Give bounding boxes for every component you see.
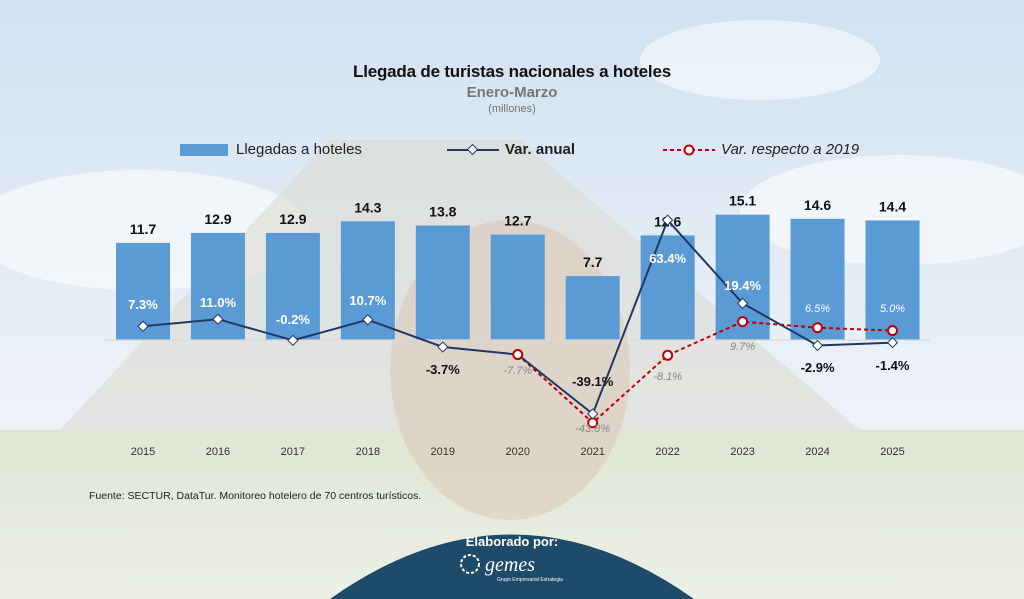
x-tick-label: 2023 [730,446,754,458]
vs2019-value-label: 5.0% [880,303,905,315]
bar [565,276,620,340]
chart-plot: 11.712.912.914.313.812.77.712.615.114.61… [103,193,930,458]
vs2019-value-label: 6.5% [805,303,830,315]
point-vs2019 [887,325,898,337]
bar [265,232,320,340]
point-vs2019 [662,349,674,361]
anual-value-label: 11.0% [200,295,237,310]
point-anual [362,314,374,326]
footer-banner [330,534,694,599]
legend-anual: Var. anual [447,141,575,158]
bar-value-label: 15.1 [729,193,756,209]
vs2019-value-label: -8.1% [653,371,682,383]
bar-value-label: 7.7 [583,254,603,270]
point-anual [886,336,899,349]
point-vs2019 [512,349,524,361]
x-tick-label: 2016 [206,446,230,458]
point-anual [736,297,749,309]
bar-value-label: 12.7 [504,213,531,229]
legend-anual-label: Var. anual [505,141,576,158]
vs2019-value-label: -43.8% [575,423,610,435]
source-note: Fuente: SECTUR, DataTur. Monitoreo hotel… [89,490,422,502]
x-tick-label: 2019 [431,446,455,458]
bar-value-label: 12.9 [204,211,231,227]
chart-title: Llegada de turistas nacionales a hoteles [353,62,671,81]
anual-value-label: 7.3% [128,297,158,312]
x-tick-label: 2024 [805,446,829,458]
point-vs2019 [812,322,824,334]
point-anual [287,334,299,347]
chart-unit: (millones) [488,103,536,115]
bar-value-label: 12.9 [279,211,306,227]
x-tick-label: 2017 [281,446,305,458]
anual-value-label: -1.4% [876,358,910,373]
bar [490,234,545,340]
bar-value-label: 11.7 [130,221,157,237]
legend-bars: Llegadas a hoteles [180,141,362,158]
bar-value-label: 13.8 [429,203,456,219]
x-tick-label: 2018 [356,446,380,458]
point-anual [137,320,149,332]
point-anual [212,313,224,325]
anual-value-label: -39.1% [572,374,614,389]
x-tick-label: 2022 [655,446,679,458]
legend-vs2019: Var. respecto a 2019 [663,141,859,158]
bar [865,220,920,340]
vs2019-value-label: -7.7% [503,365,532,377]
legend-bar-swatch [180,143,228,156]
x-tick-label: 2015 [131,446,155,458]
made-by-label: Elaborado por: [465,534,559,549]
bar-value-label: 14.3 [354,199,381,215]
bar [415,225,470,340]
anual-value-label: 10.7% [349,293,386,308]
logo-wordmark: gemes [485,554,535,576]
anual-value-label: 63.4% [649,251,686,266]
point-anual [811,339,824,352]
x-tick-label: 2021 [580,446,604,458]
legend-bars-label: Llegadas a hoteles [236,141,362,158]
point-vs2019 [737,316,749,328]
logo-tagline: Grupo Empresarial Estrategia [497,577,563,583]
bar [640,235,695,340]
anual-value-label: -0.2% [276,312,310,327]
gemes-logo: gemes Grupo Empresarial Estrategia [460,554,563,583]
legend-vs2019-label: Var. respecto a 2019 [721,141,860,158]
series-line-vs2019 [517,320,893,425]
anual-value-label: -2.9% [801,360,835,375]
anual-value-label: -3.7% [426,362,460,377]
x-tick-label: 2020 [506,446,530,458]
chart-subtitle: Enero-Marzo [466,84,558,101]
x-tick-label: 2025 [880,446,904,458]
legend-vs2019-line-icon [663,144,715,155]
point-anual [437,341,449,353]
bar [790,218,845,340]
point-anual [587,408,599,420]
vs2019-value-label: 9.7% [730,341,755,353]
bar-value-label: 14.4 [879,198,906,214]
anual-value-label: 19.4% [724,278,761,293]
point-anual [661,214,674,226]
legend-anual-line-icon [447,143,499,155]
bar-value-label: 14.6 [804,197,831,213]
